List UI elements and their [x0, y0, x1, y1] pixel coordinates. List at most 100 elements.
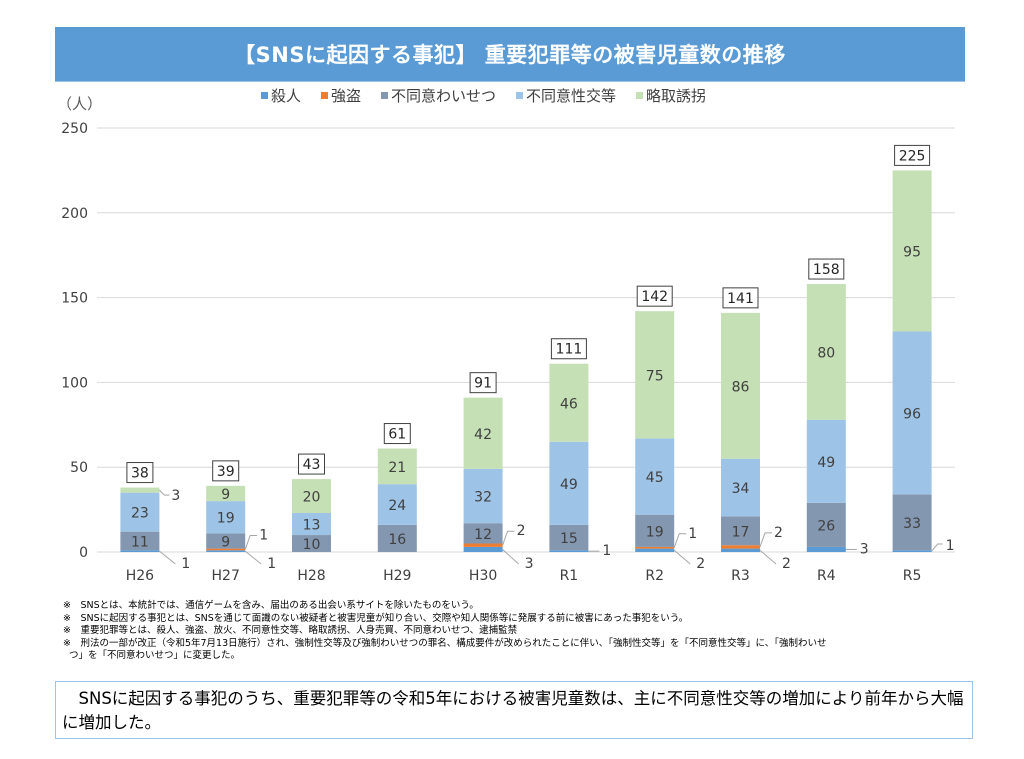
total-label: 91 [474, 376, 492, 392]
bar-segment [892, 550, 932, 552]
data-label: 95 [903, 244, 921, 260]
callout-line [244, 550, 262, 565]
bar-segment [549, 524, 589, 551]
callout-line [759, 532, 772, 548]
bar-segment [463, 523, 503, 544]
total-label-box [894, 144, 931, 166]
bar-segment [635, 311, 675, 439]
bar-segment [892, 494, 932, 551]
data-label: 13 [303, 518, 321, 534]
x-tick-label: H27 [212, 568, 240, 584]
footnote: ※ 刑法の一部が改正（令和5年7月13日施行）され、強制性交等及び強制わいせつの… [63, 637, 827, 649]
y-tick-label: 0 [79, 545, 88, 561]
data-label: 32 [474, 490, 492, 506]
data-label: 1 [181, 556, 190, 572]
callout-line [931, 543, 943, 552]
data-label: 3 [171, 488, 180, 504]
bar-segment [721, 548, 760, 552]
callout-line [159, 550, 176, 565]
total-label: 61 [388, 427, 406, 443]
bar-segment [206, 501, 246, 534]
data-label: 12 [474, 527, 492, 543]
x-tick-label: H28 [297, 568, 325, 584]
y-tick-label: 100 [61, 375, 88, 391]
data-label: 16 [388, 532, 406, 548]
data-label: 1 [946, 538, 955, 554]
bar-segment [292, 479, 331, 513]
bar-segment [635, 514, 675, 547]
legend-swatch [381, 92, 388, 99]
bar-segment [463, 546, 503, 552]
footnote: ※ SNSとは、本統計では、通信ゲームを含み、届出のある出会い系サイトを除いたも… [63, 600, 479, 611]
y-tick-label: 50 [70, 460, 88, 476]
data-label: 20 [303, 490, 321, 506]
data-label: 33 [903, 516, 921, 532]
data-label: 42 [474, 427, 492, 443]
footnote-continuation: つ」を「不同意わいせつ」に変更した。 [69, 650, 241, 662]
callout-line [502, 530, 515, 546]
total-label-box [298, 453, 325, 475]
total-label-box [722, 287, 759, 309]
total-label: 39 [217, 464, 235, 480]
x-tick-label: R3 [731, 568, 750, 584]
y-tick-label: 150 [61, 291, 88, 307]
data-label: 2 [782, 556, 791, 572]
data-label: 9 [221, 534, 230, 550]
total-label-box [808, 258, 845, 280]
x-tick-label: R1 [560, 568, 579, 584]
total-label-box [212, 460, 240, 482]
x-tick-label: H30 [469, 568, 497, 584]
total-label: 111 [556, 342, 583, 358]
bar-segment [120, 531, 160, 551]
bar-segment [806, 284, 846, 420]
data-label: 49 [817, 455, 835, 471]
data-label: 86 [732, 379, 750, 395]
data-label: 2 [774, 525, 783, 541]
bar-segment [206, 550, 246, 552]
bar-segment [377, 484, 417, 525]
data-label: 21 [388, 460, 406, 476]
legend-label: 不同意性交等 [526, 87, 616, 105]
data-label: 96 [903, 406, 921, 422]
bar-segment [206, 533, 246, 549]
total-label: 158 [813, 262, 840, 278]
legend: 殺人 強盗 不同意わいせつ 不同意性交等 略取誘拐 [261, 87, 706, 105]
data-label: 26 [817, 518, 835, 534]
data-label: 19 [217, 511, 235, 527]
total-label-box [550, 338, 587, 360]
footnote: ※ SNSに起因する事犯とは、SNSを通じて面識のない被疑者と被害児童が知り合い… [63, 612, 689, 624]
legend-swatch [321, 92, 328, 99]
x-tick-label: R4 [817, 568, 836, 584]
bar-segment [292, 512, 331, 536]
legend-swatch [636, 92, 643, 99]
bar-segment [377, 448, 417, 485]
stacked-bar-chart: 0 50 100 150 200 250 （人） 殺人 強盗 不同意わいせつ 不同意性交等 略取誘… [57, 87, 955, 584]
bar-segment [549, 550, 589, 552]
bar-segment [721, 458, 760, 517]
bar-segment [463, 397, 503, 469]
data-label: 3 [525, 556, 534, 572]
x-tick-label: H26 [126, 568, 154, 584]
data-label: 49 [560, 477, 578, 493]
bar-segment [721, 545, 760, 549]
data-label: 1 [267, 556, 276, 572]
data-label: 1 [259, 527, 268, 543]
data-label: 24 [388, 498, 406, 514]
y-axis-unit-label: （人） [57, 95, 102, 113]
data-label: 19 [646, 524, 664, 540]
bar-segment [120, 492, 160, 532]
chart-title: 【SNSに起因する事犯】 重要犯罪等の被害児童数の推移 [234, 43, 786, 67]
bar-segment [635, 546, 675, 549]
callout-line [502, 549, 519, 565]
callout-line [673, 533, 687, 548]
data-label: 34 [732, 481, 750, 497]
x-tick-label: R2 [645, 568, 664, 584]
legend-swatch [516, 92, 523, 99]
bar-segment [549, 441, 589, 525]
footnotes: ※ SNSとは、本統計では、通信ゲームを含み、届出のある出会い系サイトを除いたも… [63, 600, 963, 663]
data-label: 17 [732, 524, 750, 540]
data-label: 15 [560, 531, 578, 547]
bars: 1123133891991139101320431624216112324232… [120, 144, 955, 572]
legend-label: 不同意わいせつ [391, 87, 496, 105]
bar-segment [635, 438, 675, 515]
